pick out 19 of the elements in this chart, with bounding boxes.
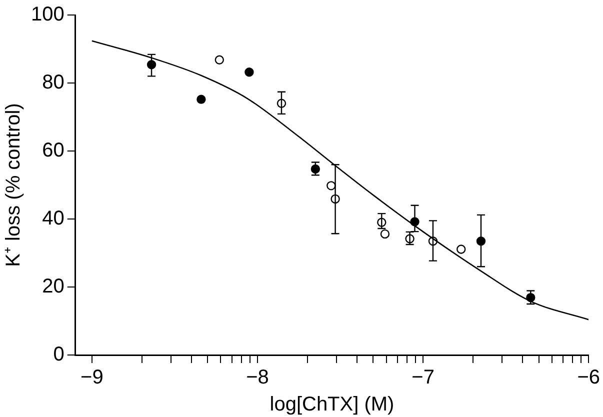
y-axis-title: K⁺ loss (% control) [2,103,25,267]
x-axis-title: log[ChTX] (M) [270,394,394,416]
point [214,55,224,64]
y-tick-label: 100 [30,4,64,26]
y-tick-label: 20 [42,276,64,298]
point [196,94,206,104]
y-tick-label: 80 [42,72,64,94]
point [456,244,466,254]
point [380,229,390,239]
line-series [91,40,589,320]
y-tick-label: 0 [53,344,64,366]
point [326,181,336,190]
x-tick-label: −7 [412,366,434,389]
x-tick-label: −9 [80,366,104,389]
point [244,68,254,77]
y-tick-label: 40 [42,208,64,230]
x-tick-label: −6 [577,366,600,389]
x-tick-label: −8 [246,366,269,389]
y-tick-label: 60 [42,140,64,162]
